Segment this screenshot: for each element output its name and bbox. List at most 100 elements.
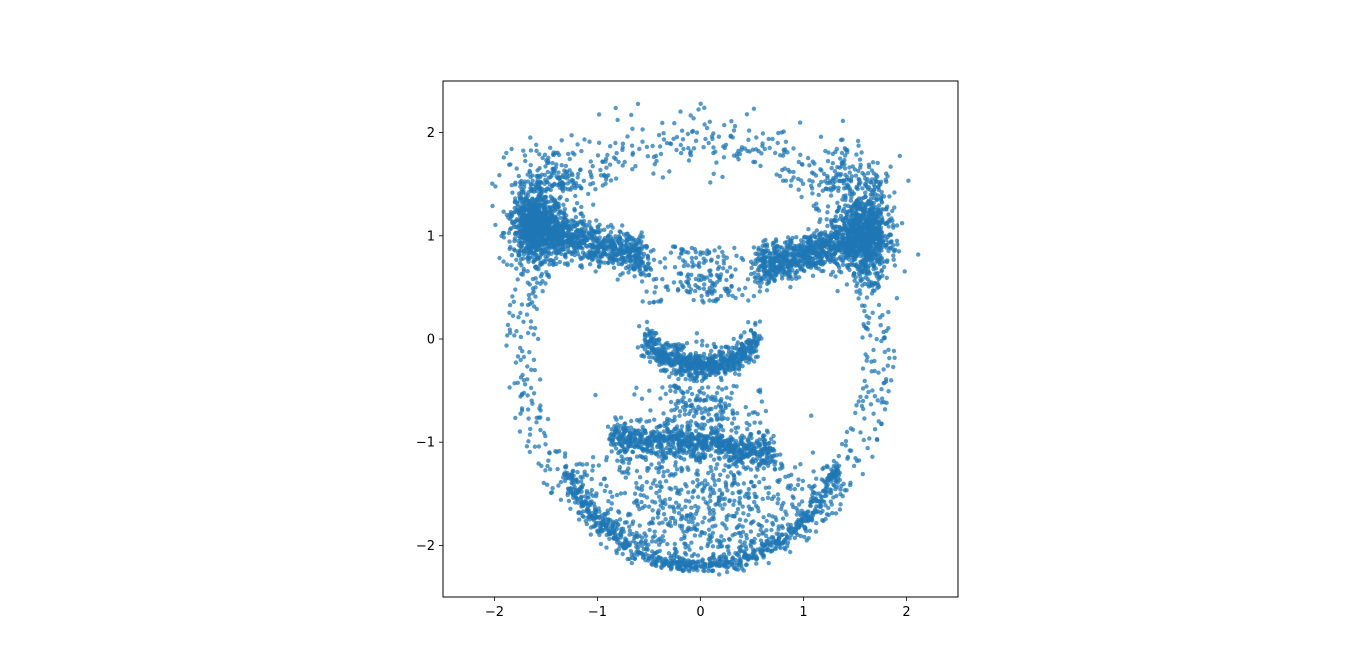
scatter-point: [765, 281, 770, 286]
scatter-point: [548, 199, 553, 204]
scatter-point: [727, 449, 732, 454]
scatter-point: [704, 290, 710, 295]
scatter-point: [607, 244, 612, 249]
scatter-point: [721, 266, 726, 271]
scatter-point: [849, 260, 855, 266]
scatter-point: [717, 245, 722, 250]
scatter-point: [696, 277, 702, 283]
scatter-point: [735, 449, 741, 455]
scatter-point: [885, 220, 890, 225]
scatter-point: [627, 242, 632, 247]
scatter-point: [520, 205, 525, 211]
scatter-point: [720, 249, 725, 255]
scatter-point: [826, 250, 831, 255]
scatter-point: [681, 360, 686, 365]
scatter-point: [706, 356, 711, 362]
scatter-point: [634, 262, 639, 267]
scatter-point: [784, 239, 790, 245]
scatter-point: [813, 248, 818, 254]
scatter-point: [509, 263, 514, 268]
scatter-point: [651, 257, 657, 262]
scatter-point: [558, 209, 563, 214]
scatter-point: [674, 359, 679, 364]
scatter-point: [651, 299, 657, 305]
scatter-point: [513, 209, 518, 215]
scatter-point: [689, 362, 695, 367]
scatter-point: [644, 244, 650, 249]
scatter-point: [671, 445, 677, 450]
scatter-point: [891, 257, 896, 262]
scatter-point: [713, 449, 718, 454]
scatter-point: [806, 246, 811, 251]
scatter-point: [509, 253, 515, 258]
scatter-point: [708, 268, 713, 273]
scatter-point: [677, 255, 682, 260]
scatter-point: [493, 222, 498, 228]
scatter-point: [578, 263, 583, 269]
scatter-point: [579, 220, 584, 226]
scatter-point: [571, 243, 576, 249]
scatter-point: [710, 287, 716, 292]
scatter-point: [752, 331, 757, 336]
scatter-point: [748, 259, 754, 264]
scatter-point: [734, 384, 739, 389]
scatter-point: [821, 241, 826, 247]
scatter-point: [648, 408, 653, 413]
scatter-point: [736, 350, 741, 355]
scatter-point: [784, 244, 789, 249]
scatter-point: [730, 421, 735, 426]
scatter-point: [774, 272, 779, 278]
scatter-point: [526, 193, 531, 198]
scatter-point: [756, 245, 761, 251]
scatter-point: [810, 240, 815, 245]
scatter-point: [661, 411, 666, 416]
scatter-point: [639, 396, 645, 401]
scatter-point: [657, 357, 662, 363]
scatter-point: [629, 418, 634, 424]
scatter-point: [609, 449, 614, 454]
scatter-point: [689, 245, 694, 251]
scatter-point: [699, 273, 704, 278]
scatter-point: [709, 273, 714, 278]
scatter-point: [592, 229, 597, 235]
scatter-point: [840, 258, 846, 264]
scatter-point: [574, 248, 580, 254]
scatter-point: [715, 462, 720, 467]
scatter-point: [871, 215, 877, 220]
scatter-point: [738, 356, 743, 361]
scatter-point: [518, 244, 523, 250]
scatter-point: [863, 190, 868, 195]
scatter-point: [531, 212, 536, 217]
scatter-point: [875, 214, 880, 219]
scatter-point: [523, 158, 528, 164]
scatter-point: [725, 290, 730, 295]
scatter-point: [728, 396, 733, 401]
scatter-point: [690, 448, 696, 453]
scatter-point: [835, 200, 840, 205]
scatter-point: [646, 256, 651, 261]
scatter-point: [543, 189, 548, 194]
scatter-point: [875, 193, 881, 198]
scatter-point: [708, 258, 714, 263]
scatter-point: [530, 254, 535, 259]
scatter-point: [788, 284, 793, 290]
scatter-point: [860, 209, 866, 214]
scatter-point: [685, 274, 690, 279]
scatter-point: [673, 389, 678, 394]
scatter-point: [875, 242, 880, 247]
scatter-point: [529, 217, 535, 222]
scatter-point: [713, 344, 718, 350]
scatter-point: [641, 344, 646, 349]
scatter-point: [737, 362, 742, 367]
scatter-point: [647, 448, 652, 453]
scatter-point: [622, 440, 627, 445]
scatter-point: [689, 432, 695, 437]
scatter-point: [676, 376, 681, 382]
scatter-point: [814, 228, 819, 233]
scatter-point: [701, 369, 706, 374]
scatter-point: [746, 320, 751, 325]
scatter-point: [536, 196, 541, 201]
scatter-point: [757, 319, 763, 324]
scatter-point: [699, 293, 704, 299]
scatter-point: [752, 410, 757, 415]
